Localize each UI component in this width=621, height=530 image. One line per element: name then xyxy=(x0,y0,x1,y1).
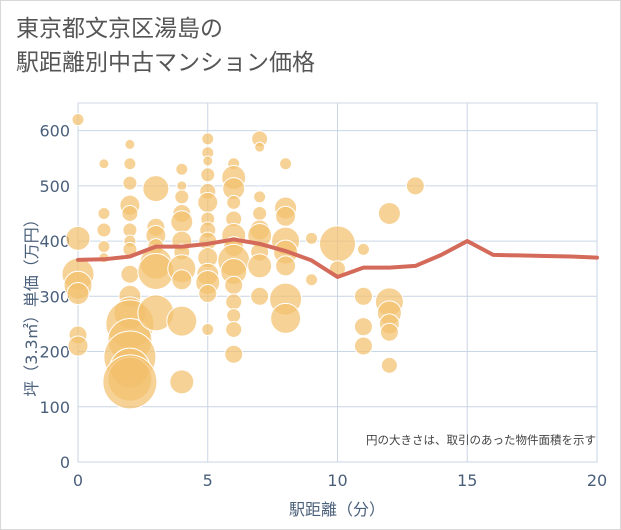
data-bubble xyxy=(202,155,214,167)
data-bubble xyxy=(226,308,242,324)
data-bubble xyxy=(353,336,373,356)
y-tick-label: 300 xyxy=(39,287,70,306)
chart-title: 東京都文京区湯島の 駅距離別中古マンション価格 xyxy=(16,12,315,80)
data-bubble xyxy=(305,231,319,245)
data-bubble xyxy=(97,206,111,220)
data-bubble xyxy=(379,322,399,342)
average-price-line xyxy=(76,237,599,279)
data-bubble xyxy=(200,167,216,183)
data-bubble xyxy=(166,305,198,337)
data-bubble xyxy=(377,201,401,225)
data-bubble xyxy=(253,190,267,204)
data-bubble xyxy=(353,286,373,306)
data-bubble xyxy=(123,157,137,171)
data-bubble xyxy=(201,132,215,146)
data-bubble xyxy=(67,335,89,357)
title-line-1: 東京都文京区湯島の xyxy=(16,16,223,42)
x-tick-label: 10 xyxy=(327,471,347,490)
data-bubble xyxy=(197,191,219,213)
data-bubble xyxy=(102,354,158,410)
data-bubble xyxy=(224,275,244,295)
data-bubble xyxy=(279,157,293,171)
data-bubble xyxy=(122,175,138,191)
data-bubble xyxy=(201,322,215,336)
data-bubble xyxy=(71,113,85,127)
data-bubble xyxy=(169,369,195,395)
data-bubble xyxy=(254,141,266,153)
data-bubble xyxy=(319,225,356,263)
data-bubble xyxy=(275,205,297,227)
title-line-2: 駅距離別中古マンション価格 xyxy=(16,50,315,76)
y-axis-label: 坪（3.3㎡）単価（万円） xyxy=(22,211,41,397)
y-tick-label: 200 xyxy=(39,343,70,362)
x-tick-label: 20 xyxy=(587,471,607,490)
data-bubble xyxy=(175,162,189,176)
bubble-size-note: 円の大きさは、取引のあった物件面積を示す xyxy=(366,433,596,447)
x-tick-label: 15 xyxy=(457,471,477,490)
x-tick-label: 5 xyxy=(203,471,213,490)
y-tick-label: 100 xyxy=(39,398,70,417)
data-bubble xyxy=(120,264,140,284)
data-bubble xyxy=(225,293,243,311)
data-bubble xyxy=(225,320,243,338)
data-bubble xyxy=(66,282,90,306)
data-bubble xyxy=(198,284,218,304)
data-bubble xyxy=(356,242,370,256)
data-bubble xyxy=(171,269,193,291)
data-bubble xyxy=(96,222,112,238)
data-bubble xyxy=(405,176,425,196)
data-bubble xyxy=(353,317,373,337)
data-bubble xyxy=(380,356,398,374)
data-bubble xyxy=(142,175,170,203)
x-tick-label: 0 xyxy=(73,471,83,490)
x-axis-label: 駅距離（分） xyxy=(288,500,386,519)
data-bubble xyxy=(247,253,273,279)
data-bubble xyxy=(275,255,297,277)
data-bubble xyxy=(176,180,188,192)
data-bubble xyxy=(250,286,270,306)
data-bubble xyxy=(174,189,190,205)
data-bubble xyxy=(121,204,139,222)
data-bubble xyxy=(305,273,319,287)
data-bubble xyxy=(270,302,302,334)
data-bubble xyxy=(226,194,242,210)
y-tick-label: 0 xyxy=(60,453,70,472)
data-bubble xyxy=(65,225,91,251)
data-bubble xyxy=(252,205,268,221)
data-bubble xyxy=(97,240,111,254)
y-tick-label: 500 xyxy=(39,177,70,196)
y-tick-label: 600 xyxy=(39,122,70,141)
y-tick-label: 400 xyxy=(39,232,70,251)
data-bubble xyxy=(224,344,244,364)
data-bubble xyxy=(124,138,136,150)
data-bubble xyxy=(98,158,110,170)
data-bubble xyxy=(170,210,194,234)
